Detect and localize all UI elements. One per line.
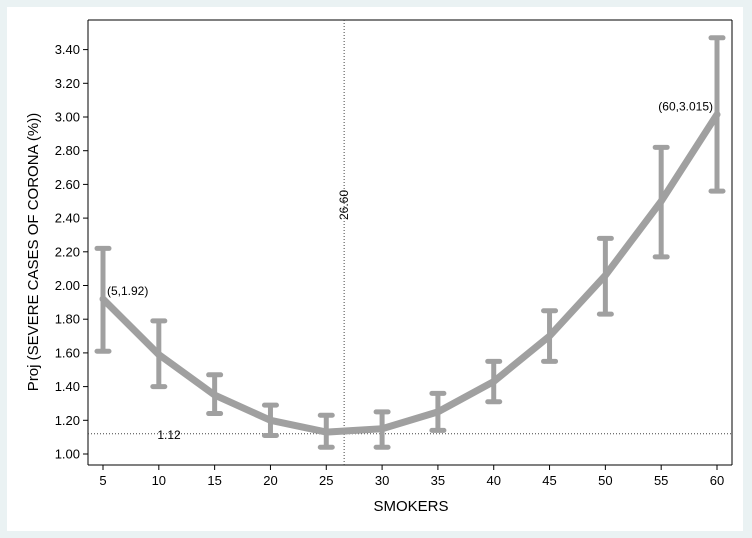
- horizontal-reference-label: 1.12: [157, 428, 181, 442]
- x-tick-label: 20: [263, 473, 277, 488]
- x-tick-label: 15: [207, 473, 221, 488]
- x-tick-label: 55: [654, 473, 668, 488]
- x-tick-label: 25: [319, 473, 333, 488]
- x-tick-label: 5: [99, 473, 106, 488]
- y-tick-label: 2.80: [55, 143, 80, 158]
- reference-lines: 26.60 1.12: [88, 20, 732, 465]
- y-tick-label: 2.00: [55, 278, 80, 293]
- series-projection-line: [99, 110, 721, 436]
- y-axis-title: Proj (SEVERE CASES OF CORONA (%)): [25, 113, 42, 391]
- x-tick-label: 40: [486, 473, 500, 488]
- axes: 1.00 1.20 1.40 1.60 1.80 2.00 2.20 2.40 2.60 2.80…: [55, 19, 733, 488]
- y-tick-label: 1.60: [55, 345, 80, 360]
- plot-region: [7, 7, 743, 531]
- x-axis-title: SMOKERS: [373, 498, 448, 515]
- y-tick-label: 2.60: [55, 177, 80, 192]
- y-tick-label: 2.40: [55, 211, 80, 226]
- y-tick-label: 1.40: [55, 379, 80, 394]
- x-tick-label: 45: [542, 473, 556, 488]
- y-tick-label: 3.20: [55, 76, 80, 91]
- annotation-label: (60,3.015): [658, 99, 713, 113]
- x-tick-label: 10: [152, 473, 166, 488]
- vertical-reference-label: 26.60: [337, 190, 351, 220]
- x-tick-label: 35: [431, 473, 445, 488]
- y-tick-label: 1.00: [55, 447, 80, 462]
- x-tick-label: 30: [375, 473, 389, 488]
- y-tick-label: 1.80: [55, 312, 80, 327]
- y-tick-label: 2.20: [55, 244, 80, 259]
- y-tick-label: 3.40: [55, 42, 80, 57]
- x-tick-label: 60: [710, 473, 724, 488]
- y-tick-label: 1.20: [55, 413, 80, 428]
- x-tick-label: 50: [598, 473, 612, 488]
- annotations: (5,1.92) (60,3.015): [107, 99, 713, 298]
- series-line: [99, 110, 721, 436]
- y-tick-label: 3.00: [55, 110, 80, 125]
- annotation-label: (5,1.92): [107, 284, 148, 298]
